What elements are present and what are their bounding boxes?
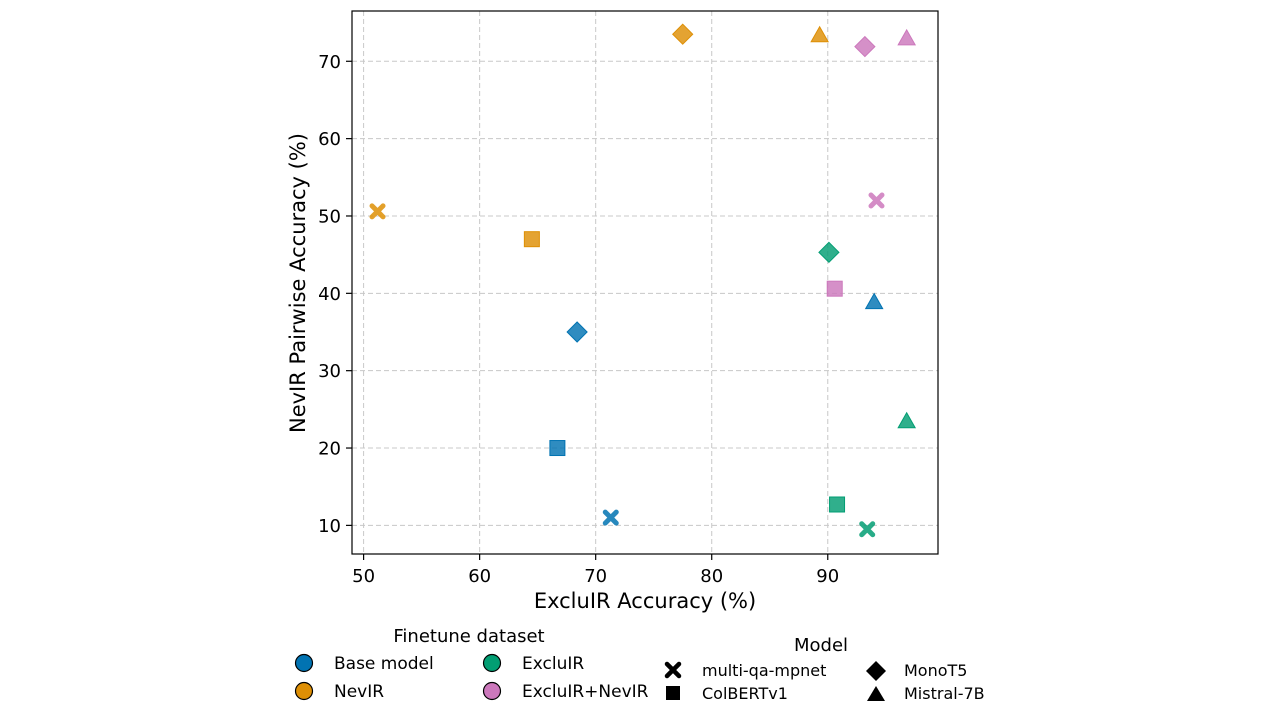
point-nevir-mistral bbox=[810, 25, 829, 43]
point-nevir-mpnet bbox=[369, 203, 386, 220]
legend-square-marker-icon bbox=[666, 686, 680, 700]
legend-label-mistral: Mistral-7B bbox=[904, 684, 985, 703]
x-tick-label: 50 bbox=[352, 566, 375, 587]
legend-label-excluir: ExcluIR bbox=[522, 654, 584, 674]
legend-label-colbert: ColBERTv1 bbox=[702, 684, 788, 703]
point-base-mpnet bbox=[602, 509, 619, 526]
y-tick-label: 40 bbox=[318, 284, 341, 305]
point-excluir-colbert bbox=[829, 496, 846, 513]
legend-diamond-marker-icon bbox=[866, 661, 886, 681]
point-excluir-monot5 bbox=[818, 241, 840, 264]
point-base-colbert bbox=[549, 440, 566, 457]
point-both-colbert bbox=[826, 280, 843, 297]
finetune-legend-title: Finetune dataset bbox=[393, 626, 544, 647]
legend-swatch-nevir bbox=[294, 681, 314, 701]
model-legend-title: Model bbox=[794, 635, 848, 656]
y-tick-label: 10 bbox=[318, 516, 341, 537]
y-tick-label: 20 bbox=[318, 439, 341, 460]
point-both-monot5 bbox=[854, 35, 876, 58]
point-base-monot5 bbox=[566, 321, 588, 343]
y-axis-ticks: 10 20 30 40 50 60 70 bbox=[318, 52, 352, 537]
legend-label-base: Base model bbox=[334, 654, 434, 674]
model-legend: Model multi-qa-mpnet ColBERTv1 MonoT5 Mi… bbox=[664, 635, 985, 703]
x-tick-label: 60 bbox=[468, 566, 491, 587]
data-points bbox=[369, 23, 917, 538]
legend-label-both: ExcluIR+NevIR bbox=[522, 682, 649, 702]
x-axis-ticks: 50 60 70 80 90 bbox=[352, 554, 839, 587]
grid-lines bbox=[352, 11, 938, 554]
point-both-mistral bbox=[897, 28, 917, 46]
point-base-mistral bbox=[864, 292, 884, 310]
point-excluir-mpnet bbox=[859, 521, 876, 538]
point-excluir-mistral bbox=[897, 411, 917, 429]
y-tick-label: 70 bbox=[318, 52, 341, 73]
x-axis-label: ExcluIR Accuracy (%) bbox=[534, 589, 756, 613]
legend-triangle-marker-icon bbox=[867, 686, 885, 701]
y-tick-label: 60 bbox=[318, 129, 341, 150]
point-nevir-colbert bbox=[523, 231, 540, 248]
legend-x-marker-icon bbox=[664, 661, 682, 679]
x-tick-label: 80 bbox=[700, 566, 723, 587]
point-both-mpnet bbox=[868, 192, 885, 209]
plot-frame bbox=[351, 10, 939, 555]
legend-label-mpnet: multi-qa-mpnet bbox=[702, 661, 826, 680]
x-tick-label: 90 bbox=[816, 566, 839, 587]
legend-label-monot5: MonoT5 bbox=[904, 661, 967, 680]
legend-swatch-excluir bbox=[482, 653, 502, 673]
legend-swatch-base bbox=[294, 653, 314, 673]
point-nevir-monot5 bbox=[672, 23, 694, 45]
finetune-legend: Finetune dataset Base model ExcluIR NevI… bbox=[294, 626, 649, 702]
x-tick-label: 70 bbox=[584, 566, 607, 587]
y-tick-label: 30 bbox=[318, 361, 341, 382]
y-axis-label: NevIR Pairwise Accuracy (%) bbox=[286, 133, 310, 433]
legend-swatch-both bbox=[482, 681, 502, 701]
legend-label-nevir: NevIR bbox=[334, 682, 384, 702]
y-tick-label: 50 bbox=[318, 206, 341, 227]
